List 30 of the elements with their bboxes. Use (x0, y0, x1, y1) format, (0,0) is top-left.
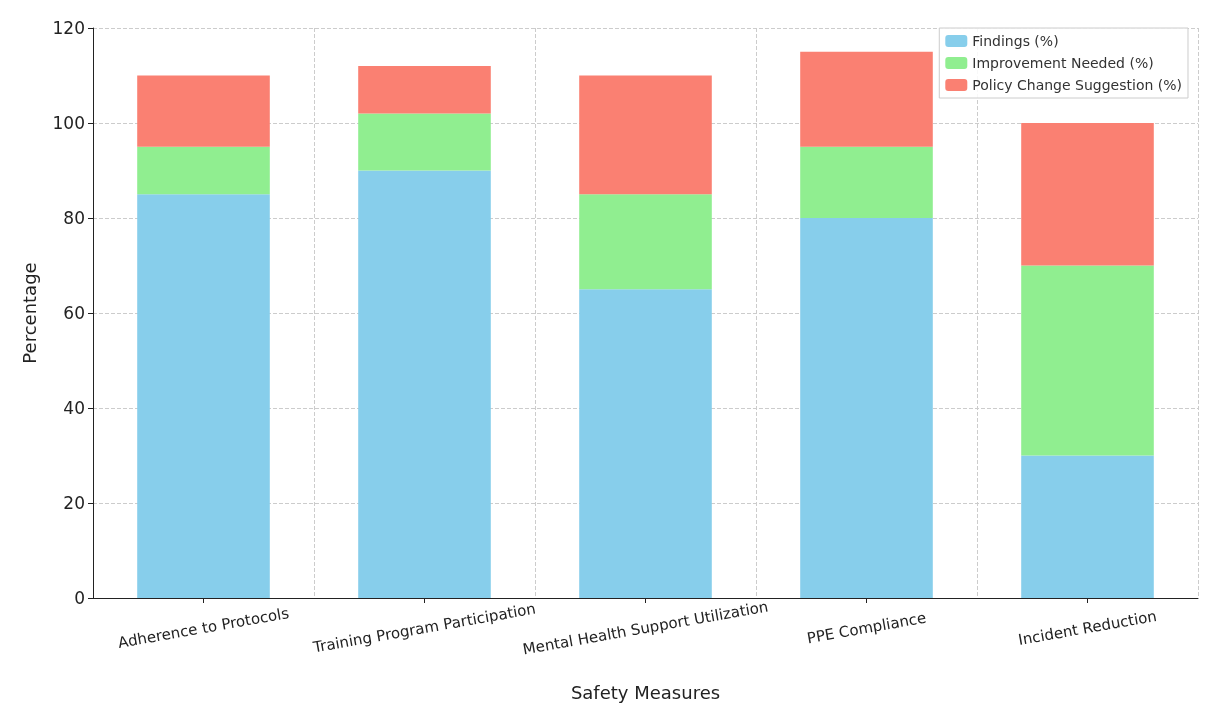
bar (1021, 455, 1154, 598)
bar (137, 194, 270, 598)
bar (137, 146, 270, 195)
bar (579, 194, 712, 290)
legend-label: Policy Change Suggestion (%) (972, 77, 1183, 93)
bar (358, 170, 491, 598)
bar (1021, 265, 1154, 456)
bar (800, 218, 933, 598)
y-axis-title: Percentage (18, 262, 40, 364)
bar (137, 75, 270, 147)
x-tick-label: Adherence to Protocols (116, 604, 291, 652)
legend-label: Findings (%) (972, 33, 1059, 49)
y-tick-label: 0 (74, 588, 85, 608)
bar (579, 75, 712, 195)
y-tick-label: 20 (63, 493, 85, 513)
y-tick-label: 60 (63, 303, 85, 323)
x-axis-title: Safety Measures (570, 681, 721, 703)
y-tick-label: 40 (63, 398, 85, 418)
x-tick-label: Incident Reduction (1016, 606, 1159, 650)
bar (358, 113, 491, 171)
bar (579, 289, 712, 598)
y-tick-label: 100 (52, 113, 85, 133)
bar (800, 51, 933, 147)
bar (358, 66, 491, 114)
bar (1021, 123, 1154, 266)
y-tick-label: 80 (63, 208, 85, 228)
bar (800, 146, 933, 218)
legend-label: Improvement Needed (%) (972, 55, 1154, 71)
x-tick-label: PPE Compliance (805, 608, 928, 648)
y-tick-label: 120 (52, 18, 85, 38)
